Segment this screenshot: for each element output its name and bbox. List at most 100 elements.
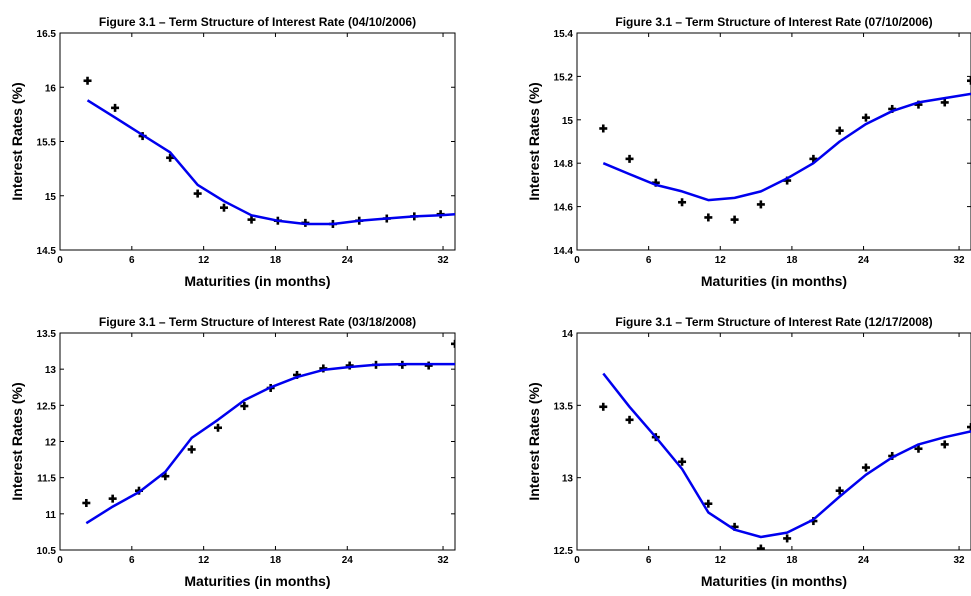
x-tick-label: 0 [57, 255, 63, 266]
data-point [82, 498, 91, 507]
data-point [193, 189, 202, 198]
fitted-curve [602, 92, 971, 202]
x-tick-label: 24 [858, 555, 870, 566]
data-layer [599, 372, 971, 550]
x-tick-label: 12 [715, 555, 727, 566]
x-tick-label: 18 [786, 555, 798, 566]
y-tick-label: 13 [45, 365, 57, 376]
y-axis-label: Interest Rates (%) [9, 82, 25, 200]
data-point [161, 472, 170, 481]
y-tick-label: 10.5 [37, 546, 57, 557]
chart-panel-2: Figure 3.1 – Term Structure of Interest … [526, 15, 971, 289]
data-layer [83, 76, 455, 228]
x-axis-label: Maturities (in months) [184, 273, 330, 289]
plot-frame [576, 32, 971, 251]
data-point [219, 203, 228, 212]
x-tick-label: 6 [129, 555, 135, 566]
chart-title: Figure 3.1 – Term Structure of Interest … [615, 15, 932, 29]
y-tick-label: 11.5 [37, 474, 56, 485]
x-tick-label: 0 [574, 255, 580, 266]
data-point [599, 124, 608, 133]
data-point [756, 544, 765, 550]
x-axis-label: Maturities (in months) [184, 573, 330, 589]
x-axis-label: Maturities (in months) [701, 573, 847, 589]
data-point [247, 215, 256, 224]
data-point [704, 499, 713, 508]
y-tick-label: 15.2 [554, 72, 574, 83]
data-point [678, 198, 687, 207]
y-tick-label: 15.4 [554, 29, 574, 40]
x-tick-label: 18 [270, 555, 282, 566]
data-point [914, 444, 923, 453]
y-tick-label: 15.5 [37, 138, 57, 149]
y-tick-label: 12.5 [554, 546, 574, 557]
y-tick-label: 14.8 [554, 159, 574, 170]
x-tick-label: 24 [342, 555, 354, 566]
data-point [108, 494, 117, 503]
y-tick-label: 16 [45, 83, 57, 94]
data-point [835, 126, 844, 135]
x-tick-label: 12 [715, 255, 727, 266]
data-point [809, 154, 818, 163]
data-point [756, 200, 765, 209]
y-tick-label: 13 [562, 474, 574, 485]
plot-frame [576, 332, 971, 551]
x-tick-label: 24 [858, 255, 870, 266]
chart-panel-3: Figure 3.1 – Term Structure of Interest … [9, 315, 456, 589]
y-tick-label: 13.5 [554, 401, 574, 412]
data-point [967, 76, 971, 85]
x-tick-label: 18 [786, 255, 798, 266]
data-point [940, 440, 949, 449]
fitted-curve [602, 372, 971, 539]
x-tick-label: 0 [57, 555, 63, 566]
data-point [940, 98, 949, 107]
fitted-curve [85, 362, 455, 525]
data-point [83, 76, 92, 85]
x-tick-label: 6 [129, 255, 135, 266]
chart-panel-1: Figure 3.1 – Term Structure of Interest … [9, 15, 456, 289]
y-tick-label: 14.4 [554, 246, 574, 257]
data-point [240, 402, 249, 411]
x-tick-label: 6 [646, 555, 652, 566]
x-tick-label: 12 [198, 555, 210, 566]
data-point [451, 339, 455, 348]
data-point [111, 103, 120, 112]
fitted-curve [86, 99, 455, 226]
y-tick-label: 15 [45, 192, 57, 203]
y-tick-label: 14.6 [554, 203, 574, 214]
y-axis-label: Interest Rates (%) [526, 382, 542, 500]
chart-panel-4: Figure 3.1 – Term Structure of Interest … [526, 315, 971, 589]
data-point [783, 534, 792, 543]
x-tick-label: 0 [574, 555, 580, 566]
x-tick-label: 32 [953, 555, 965, 566]
data-point [704, 213, 713, 222]
data-layer [599, 76, 971, 224]
data-point [861, 463, 870, 472]
y-tick-label: 12 [45, 438, 57, 449]
data-point [166, 153, 175, 162]
data-point [678, 457, 687, 466]
data-point [214, 423, 222, 432]
data-point [835, 486, 844, 495]
y-tick-label: 16.5 [37, 29, 57, 40]
y-tick-label: 14 [562, 329, 574, 340]
y-axis-label: Interest Rates (%) [526, 82, 542, 200]
y-axis-label: Interest Rates (%) [9, 382, 25, 500]
x-tick-label: 32 [953, 255, 965, 266]
chart-title: Figure 3.1 – Term Structure of Interest … [615, 315, 932, 329]
x-tick-label: 6 [646, 255, 652, 266]
chart-title: Figure 3.1 – Term Structure of Interest … [99, 315, 416, 329]
data-point [861, 113, 870, 122]
data-point [730, 215, 739, 224]
y-tick-label: 15 [562, 116, 574, 127]
x-tick-label: 18 [270, 255, 282, 266]
x-tick-label: 24 [342, 255, 354, 266]
data-layer [82, 339, 455, 525]
y-tick-label: 12.5 [37, 401, 57, 412]
data-point [625, 415, 634, 424]
data-point [424, 361, 433, 370]
data-point [599, 402, 608, 411]
x-tick-label: 12 [198, 255, 210, 266]
y-tick-label: 14.5 [37, 246, 57, 257]
